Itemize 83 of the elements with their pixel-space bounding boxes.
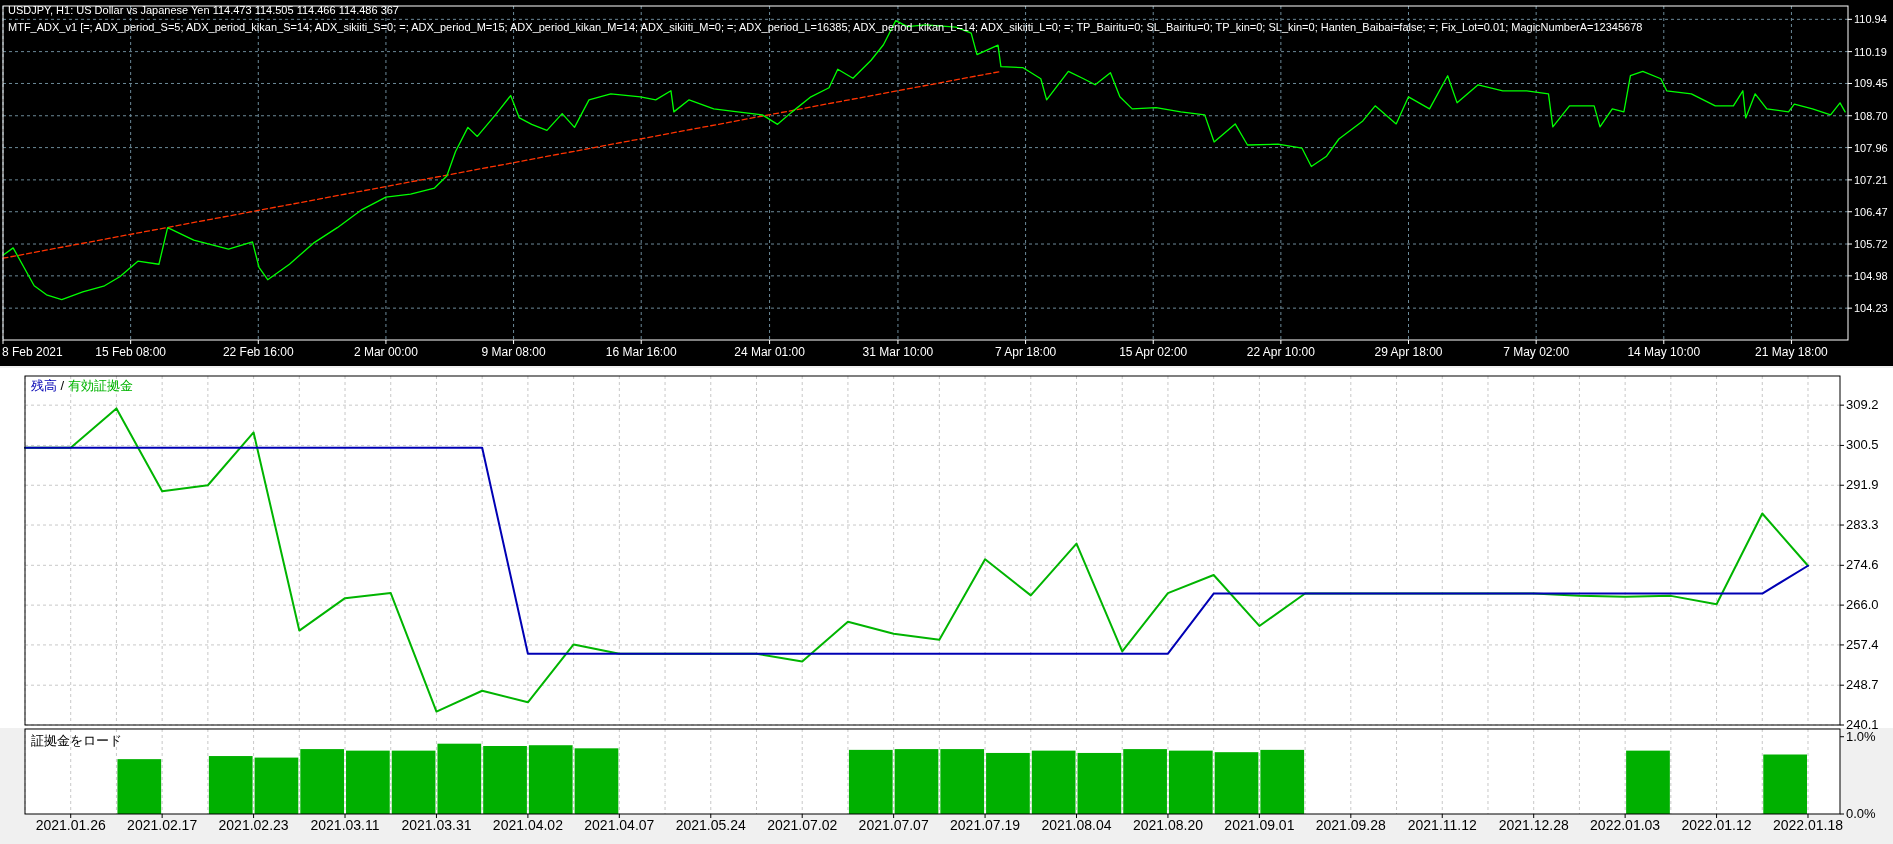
bar — [391, 750, 436, 814]
chart-title: 証拠金をロード — [31, 733, 122, 748]
line-series — [24, 446, 1809, 655]
bar — [1260, 749, 1305, 814]
bar — [1626, 750, 1670, 814]
x-tick-label: 2021.08.20 — [1132, 817, 1204, 833]
x-tick-label: 8 Feb 2021 — [2, 345, 64, 359]
x-tick-label: 21 May 18:00 — [1755, 345, 1829, 359]
x-tick-label: 2021.03.11 — [310, 817, 380, 833]
x-tick-label: 2021.05.24 — [675, 817, 747, 833]
chart-title: USDJPY, H1: US Dollar vs Japanese Yen 114.473 114.505 114.466 114.486 367 — [8, 4, 399, 16]
x-tick-label: 29 Apr 18:00 — [1374, 345, 1443, 359]
series-label: 有効証拠金 — [67, 378, 133, 393]
bar — [1214, 752, 1259, 814]
y-tick-label: 274.6 — [1846, 557, 1879, 573]
x-tick-label: 7 May 02:00 — [1503, 345, 1570, 359]
bar — [1123, 749, 1167, 814]
y-tick-label: 110.19 — [1854, 45, 1887, 58]
x-tick-label: 15 Feb 08:00 — [95, 345, 167, 359]
bar — [117, 759, 162, 814]
x-tick-label: 2021.07.19 — [950, 817, 1021, 833]
x-tick-label: 2021.01.26 — [35, 817, 106, 833]
bar — [940, 749, 985, 814]
y-tick-label: 291.9 — [1846, 477, 1879, 493]
bar — [1077, 752, 1122, 814]
bar — [1168, 750, 1213, 814]
x-tick-label: 15 Apr 02:00 — [1119, 345, 1188, 359]
x-tick-label: 2021.09.01 — [1224, 817, 1295, 833]
x-tick-label: 14 May 10:00 — [1627, 345, 1701, 359]
x-tick-label: 16 Mar 16:00 — [605, 345, 677, 359]
y-tick-label: 257.4 — [1846, 636, 1879, 652]
bar — [254, 757, 299, 814]
x-tick-label: 2022.01.03 — [1590, 817, 1661, 833]
bar — [437, 743, 482, 814]
x-tick-label: 2021.09.28 — [1315, 817, 1387, 833]
y-tick-label: 0.0% — [1846, 806, 1877, 821]
bar — [346, 750, 390, 814]
y-tick-label: 107.21 — [1854, 173, 1888, 186]
x-tick-label: 2 Mar 00:00 — [353, 345, 419, 359]
x-tick-label: 2021.02.23 — [218, 817, 289, 833]
y-tick-label: 105.72 — [1854, 238, 1888, 251]
bar — [528, 745, 573, 814]
y-tick-label: 248.7 — [1846, 677, 1879, 693]
bar — [848, 749, 893, 814]
y-tick-label: 309.2 — [1846, 397, 1879, 413]
x-tick-label: 2021.07.02 — [767, 817, 838, 833]
x-tick-label: 24 Mar 01:00 — [734, 345, 806, 359]
x-tick-label: 2021.03.31 — [401, 817, 472, 833]
bar — [1763, 754, 1807, 814]
y-tick-label: 104.23 — [1854, 302, 1888, 315]
x-tick-label: 2021.04.02 — [492, 817, 564, 833]
bar — [483, 746, 527, 814]
x-tick-label: 2021.08.04 — [1041, 817, 1112, 833]
bar — [986, 752, 1030, 814]
x-tick-label: 31 Mar 10:00 — [862, 345, 934, 359]
x-tick-label: 2022.01.12 — [1681, 817, 1752, 833]
x-tick-label: 2021.12.28 — [1498, 817, 1569, 833]
annotation: / — [57, 378, 68, 393]
x-tick-label: 2021.07.07 — [858, 817, 929, 833]
x-tick-label: 2021.04.07 — [584, 817, 655, 833]
bar — [300, 749, 345, 814]
bar — [1031, 750, 1076, 814]
text: 残高 — [31, 378, 57, 393]
x-tick-label: 2022.01.18 — [1772, 817, 1844, 833]
bar — [574, 748, 619, 814]
y-tick-label: 106.47 — [1854, 205, 1888, 218]
x-tick-label: 2021.02.17 — [127, 817, 198, 833]
y-tick-label: 104.98 — [1854, 269, 1888, 282]
y-tick-label: 283.3 — [1846, 517, 1879, 533]
line-series — [2, 19, 1846, 301]
bar — [894, 749, 939, 814]
y-tick-label: 300.5 — [1846, 437, 1879, 453]
y-tick-label: 108.70 — [1854, 109, 1888, 122]
x-tick-label: 9 Mar 08:00 — [481, 345, 546, 359]
bar — [208, 756, 253, 814]
y-tick-label: 110.94 — [1854, 13, 1887, 26]
x-tick-label: 22 Apr 10:00 — [1246, 345, 1316, 359]
x-tick-label: 2021.11.12 — [1407, 817, 1477, 833]
y-tick-label: 109.45 — [1854, 77, 1888, 90]
y-tick-label: 266.0 — [1846, 597, 1879, 613]
x-tick-label: 22 Feb 16:00 — [222, 345, 294, 359]
x-tick-label: 7 Apr 18:00 — [994, 345, 1057, 359]
y-tick-label: 107.96 — [1854, 141, 1888, 154]
